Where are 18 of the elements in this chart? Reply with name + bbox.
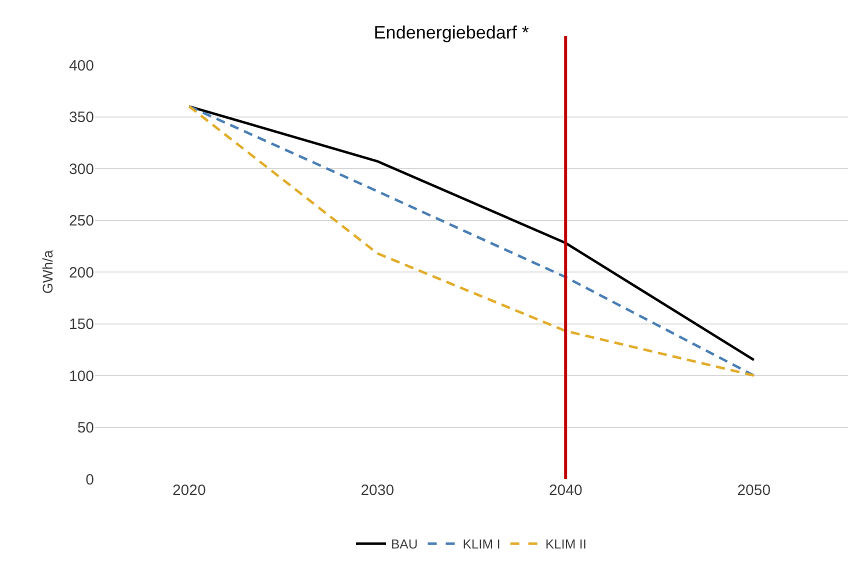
x-tick-label: 2040 <box>548 482 582 499</box>
y-tick-label: 50 <box>77 420 94 436</box>
y-tick-label: 300 <box>68 160 94 178</box>
y-tick-label: 200 <box>68 264 94 282</box>
legend-label: KLIM II <box>545 536 586 552</box>
y-tick-label: 400 <box>68 57 94 74</box>
y-tick-label: 150 <box>68 316 94 333</box>
x-tick-label: 2030 <box>360 482 394 499</box>
y-axis-title: GWh/a <box>40 250 56 294</box>
y-tick-label: 350 <box>68 109 94 126</box>
y-tick-label: 0 <box>86 471 94 488</box>
y-tick-label: 100 <box>68 368 94 385</box>
y-tick-label: 250 <box>68 212 94 230</box>
x-tick-label: 2050 <box>737 482 771 499</box>
legend-label: BAU <box>391 536 418 552</box>
chart-title: Endenergiebedarf * <box>374 22 529 43</box>
x-tick-label: 2020 <box>172 482 206 499</box>
legend-label: KLIM I <box>462 536 500 552</box>
